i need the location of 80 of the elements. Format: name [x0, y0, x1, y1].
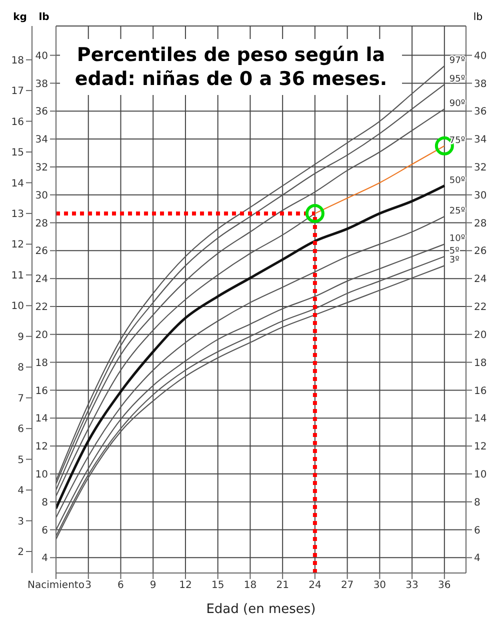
- x-tick-label: 18: [244, 580, 257, 592]
- y3-tick-label: 16: [474, 386, 487, 397]
- y2-tick-label: 36: [35, 106, 48, 118]
- series-label: 50º: [449, 176, 466, 186]
- x-tick-label: 3: [85, 580, 92, 592]
- y3-tick-label: 24: [474, 274, 487, 286]
- y2-tick-label: 28: [35, 218, 48, 230]
- y3-tick-label: 26: [474, 246, 487, 258]
- y2-tick-label: 16: [35, 386, 48, 397]
- y3-tick-label: 30: [474, 190, 487, 202]
- y3-tick-label: 40: [474, 50, 487, 62]
- y3-tick-label: 12: [474, 442, 487, 453]
- y3-tick-label: 28: [474, 218, 487, 230]
- y3-tick-label: 22: [474, 302, 487, 314]
- x-tick-label: Nacimiento: [28, 580, 84, 592]
- y3-tick-label: 4: [474, 553, 480, 564]
- y-tick-label: 5: [18, 454, 24, 466]
- x-tick-label: 12: [179, 580, 192, 592]
- y-tick-label: 16: [11, 116, 24, 128]
- series-label: 90º: [449, 98, 466, 109]
- x-tick-label: 6: [118, 580, 124, 592]
- y-tick-label: 11: [11, 270, 24, 282]
- x-tick-label: 30: [373, 580, 386, 592]
- y3-tick-label: 36: [474, 106, 487, 118]
- y2-tick-label: 22: [35, 302, 48, 314]
- y2-axis-title: lb: [38, 12, 50, 23]
- series-label: 25º: [449, 206, 466, 217]
- y3-tick-label: 34: [474, 134, 487, 146]
- y3-axis-title: lb: [473, 12, 483, 23]
- y3-tick-label: 18: [474, 358, 487, 369]
- y2-tick-label: 12: [35, 442, 48, 453]
- series-label: 10º: [449, 234, 466, 244]
- y2-tick-label: 30: [35, 190, 48, 202]
- y2-tick-label: 24: [35, 274, 48, 286]
- y-tick-label: 13: [11, 209, 24, 220]
- series-label: 97º: [449, 56, 466, 66]
- x-axis-title: Edad (en meses): [206, 602, 316, 617]
- x-tick-label: 21: [276, 580, 289, 592]
- y-tick-label: 15: [11, 148, 24, 159]
- y-tick-label: 8: [18, 362, 24, 374]
- series-label: 95º: [449, 74, 466, 84]
- x-tick-label: 9: [150, 580, 156, 592]
- y2-tick-label: 32: [35, 162, 48, 174]
- y-tick-label: 2: [18, 547, 24, 558]
- y-tick-label: 7: [18, 393, 24, 404]
- y-tick-label: 6: [18, 424, 24, 436]
- y3-tick-label: 14: [474, 414, 487, 425]
- y2-tick-label: 4: [42, 553, 48, 564]
- y2-tick-label: 10: [35, 469, 48, 480]
- y-tick-label: 18: [11, 55, 24, 66]
- y2-tick-label: 14: [35, 414, 48, 425]
- y-tick-label: 9: [18, 332, 24, 343]
- y-tick-label: 3: [18, 516, 24, 528]
- y2-tick-label: 34: [35, 134, 48, 146]
- y2-tick-label: 20: [35, 330, 48, 341]
- series-label: 3º: [449, 256, 460, 266]
- y-tick-label: 10: [11, 301, 24, 312]
- x-tick-label: 27: [340, 580, 354, 592]
- y2-tick-label: 8: [42, 497, 48, 508]
- y3-tick-label: 20: [474, 330, 487, 341]
- y-tick-label: 14: [11, 178, 24, 190]
- y2-tick-label: 38: [35, 78, 48, 90]
- x-tick-label: 36: [438, 580, 451, 592]
- x-tick-label: 33: [406, 580, 418, 592]
- text: Percentiles de peso según la edad: niñas de 0 a 36 meses.: [60, 39, 402, 95]
- y3-tick-label: 8: [474, 497, 480, 508]
- y2-tick-label: 40: [35, 50, 48, 62]
- y2-tick-label: 18: [35, 358, 48, 369]
- y3-tick-label: 32: [474, 162, 487, 174]
- y3-tick-label: 38: [474, 78, 487, 90]
- y3-tick-label: 10: [474, 469, 487, 480]
- x-tick-label: 15: [211, 580, 224, 592]
- y2-tick-label: 26: [35, 246, 48, 258]
- y3-tick-label: 6: [474, 525, 480, 536]
- y2-tick-label: 6: [42, 525, 48, 536]
- y-tick-label: 17: [11, 86, 24, 98]
- y-tick-label: 12: [11, 240, 24, 251]
- y-tick-label: 4: [18, 486, 24, 497]
- x-tick-label: 24: [308, 580, 322, 592]
- y-axis-title: kg: [13, 12, 27, 23]
